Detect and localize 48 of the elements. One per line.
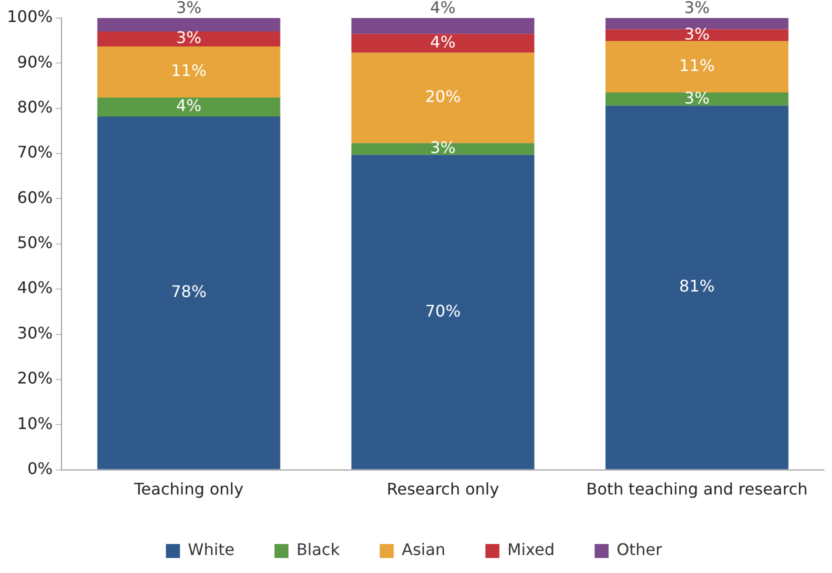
data-label: 3% (176, 28, 202, 48)
bar (605, 106, 788, 470)
bar (351, 34, 534, 53)
bar (351, 18, 534, 34)
y-tick-label: 10% (17, 414, 53, 433)
y-tick-label: 90% (17, 52, 53, 72)
data-label: 4% (176, 96, 202, 116)
y-tick-label: 50% (17, 233, 53, 252)
data-label: 3% (176, 0, 202, 18)
data-label: 3% (684, 88, 710, 108)
data-label: 81% (679, 276, 715, 296)
y-tick-label: 80% (17, 98, 53, 117)
y-tick-label: 100% (6, 7, 53, 26)
legend-label: Mixed (507, 540, 555, 560)
legend-label: Other (616, 540, 662, 560)
data-label: 78% (171, 282, 207, 302)
bar (97, 98, 280, 116)
x-tick-label: Teaching only (133, 480, 244, 499)
bar (351, 154, 534, 470)
y-tick-label: 40% (17, 278, 53, 298)
data-label: 20% (425, 87, 461, 106)
bar (351, 143, 534, 155)
data-label: 4% (430, 0, 456, 18)
data-label: 11% (171, 61, 207, 80)
y-tick-label: 0% (27, 458, 53, 478)
y-tick-label: 30% (17, 323, 53, 342)
data-label: 4% (430, 32, 456, 52)
bar (97, 46, 280, 98)
data-label: 3% (684, 24, 710, 44)
y-tick-label: 60% (17, 188, 53, 207)
bar (605, 41, 788, 93)
legend-label: Asian (402, 540, 446, 560)
bar (605, 29, 788, 42)
bar (97, 18, 280, 32)
y-tick-label: 20% (17, 368, 53, 388)
bar (97, 116, 280, 470)
legend-label: Black (296, 540, 340, 560)
bar (605, 92, 788, 106)
bar (605, 18, 788, 30)
bar (97, 32, 280, 46)
data-label: 3% (430, 138, 456, 158)
x-tick-label: Research only (386, 480, 500, 499)
y-tick-label: 70% (17, 142, 53, 162)
data-label: 3% (684, 0, 710, 18)
legend-label: White (188, 540, 234, 560)
data-label: 70% (425, 301, 461, 320)
data-label: 11% (679, 56, 715, 75)
x-tick-label: Both teaching and research (586, 480, 808, 499)
